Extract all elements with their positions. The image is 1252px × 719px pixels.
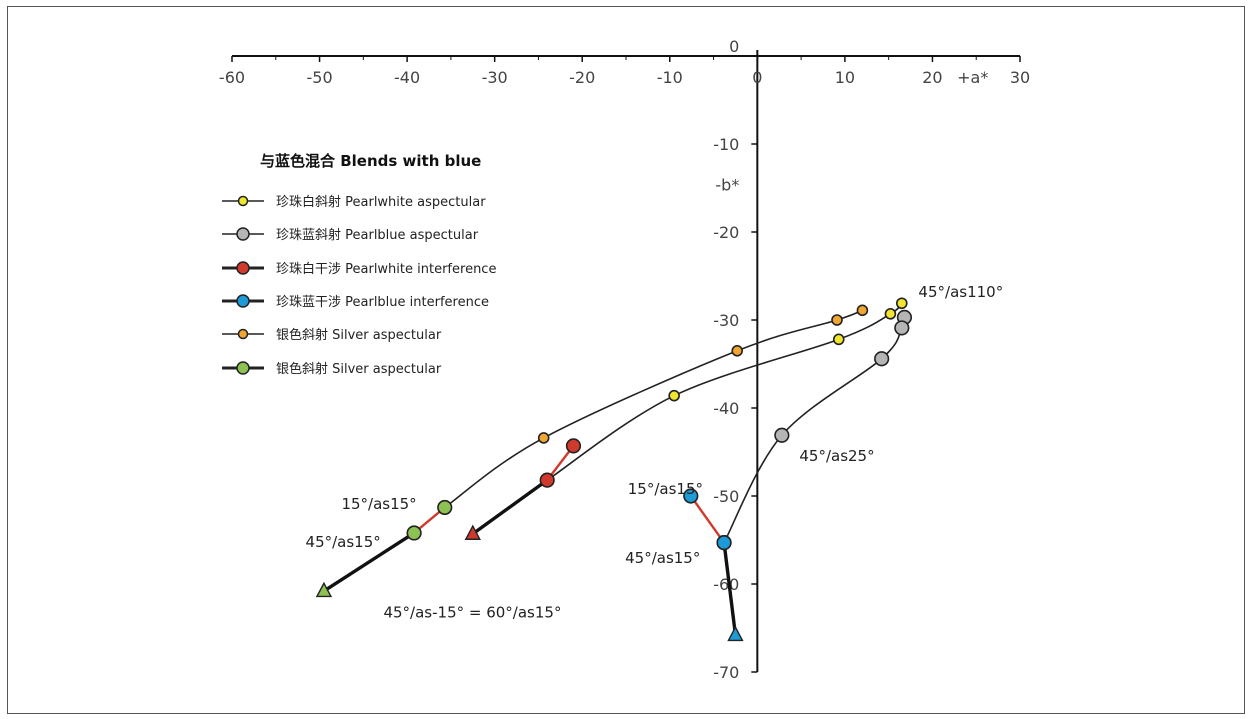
series-1-point <box>895 321 909 335</box>
series-2-point <box>540 473 554 487</box>
x-tick-label: -20 <box>569 68 595 87</box>
series-5-point <box>438 501 452 515</box>
annotation-label: 45°/as-15° = 60°/as15° <box>383 603 561 621</box>
x-tick-label: -30 <box>482 68 508 87</box>
series-5-point <box>407 526 421 540</box>
legend-item: 珍珠白干涉 Pearlwhite interference <box>222 261 496 277</box>
legend-marker <box>239 330 248 339</box>
x-tick-label: 10 <box>835 68 855 87</box>
legend-title: 与蓝色混合 Blends with blue <box>260 152 481 170</box>
x-tick-label: 0 <box>752 68 762 87</box>
series-lines <box>324 303 904 635</box>
tick-labels: -60 -50 -40 -30 -20 -10 0 10 20 30 0 -10 -20 -30 -40 -5… <box>219 37 1030 682</box>
x-tick-label: -60 <box>219 68 245 87</box>
legend-item: 珍珠蓝斜射 Pearlblue aspectular <box>222 227 479 243</box>
triangle-marker-2 <box>728 627 742 640</box>
y-axis-label: -b* <box>715 175 739 194</box>
x-tick-label: -50 <box>306 68 332 87</box>
series-1-point <box>775 428 789 442</box>
x-tick-label: -10 <box>657 68 683 87</box>
series-line-1 <box>724 317 904 542</box>
y-tick-label: -50 <box>713 487 739 506</box>
legend-label: 珍珠白干涉 Pearlwhite interference <box>276 261 496 277</box>
x-tick-label: 20 <box>922 68 942 87</box>
data-markers <box>317 298 911 640</box>
thick-segment-1 <box>473 480 547 534</box>
legend-marker <box>237 262 249 274</box>
annotation-label: 45°/as110° <box>918 283 1003 301</box>
series-0-point <box>885 309 895 319</box>
annotation-label: 15°/as15° <box>628 480 703 498</box>
legend-item: 珍珠白斜射 Pearlwhite aspectular <box>222 194 486 210</box>
y-tick-label: -10 <box>713 135 739 154</box>
legend-label: 珍珠白斜射 Pearlwhite aspectular <box>276 194 486 210</box>
legend-marker <box>237 228 249 240</box>
series-1-point <box>875 352 889 366</box>
series-2-point <box>567 439 581 453</box>
annotation-label: 15°/as15° <box>341 495 416 513</box>
y-tick-label: -60 <box>713 575 739 594</box>
series-line-4 <box>445 310 863 507</box>
legend-item: 银色斜射 Silver aspectular <box>222 327 442 343</box>
series-0-point <box>897 298 907 308</box>
legend: 与蓝色混合 Blends with blue 珍珠白斜射 Pearlwhite a… <box>222 152 496 377</box>
series-4-point <box>857 305 867 315</box>
y-tick-label: -20 <box>713 223 739 242</box>
legend-label: 银色斜射 Silver aspectular <box>276 327 442 343</box>
y-tick-label: -30 <box>713 311 739 330</box>
legend-label: 银色斜射 Silver aspectular <box>276 361 442 377</box>
legend-marker <box>237 295 249 307</box>
legend-marker <box>237 362 249 374</box>
legend-marker <box>239 197 248 206</box>
annotation-label: 45°/as15° <box>625 549 700 567</box>
y-tick-label: 0 <box>729 37 739 56</box>
x-axis-label: +a* <box>957 68 988 87</box>
series-4-point <box>539 433 549 443</box>
annotation-label: 45°/as25° <box>799 447 874 465</box>
legend-label: 珍珠蓝干涉 Pearlblue interference <box>276 295 489 310</box>
legend-item: 珍珠蓝干涉 Pearlblue interference <box>222 295 489 310</box>
series-4-point <box>732 346 742 356</box>
x-tick-label: -40 <box>394 68 420 87</box>
series-3-point <box>717 536 731 550</box>
y-tick-label: -70 <box>713 663 739 682</box>
legend-label: 珍珠蓝斜射 Pearlblue aspectular <box>276 227 479 243</box>
y-tick-label: -40 <box>713 399 739 418</box>
series-0-point <box>669 391 679 401</box>
series-0-point <box>834 334 844 344</box>
legend-item: 银色斜射 Silver aspectular <box>222 361 442 377</box>
annotation-label: 45°/as15° <box>306 533 381 551</box>
axes <box>232 50 1020 672</box>
series-4-point <box>832 315 842 325</box>
x-tick-label: 30 <box>1010 68 1030 87</box>
triangle-marker-1 <box>466 526 480 539</box>
